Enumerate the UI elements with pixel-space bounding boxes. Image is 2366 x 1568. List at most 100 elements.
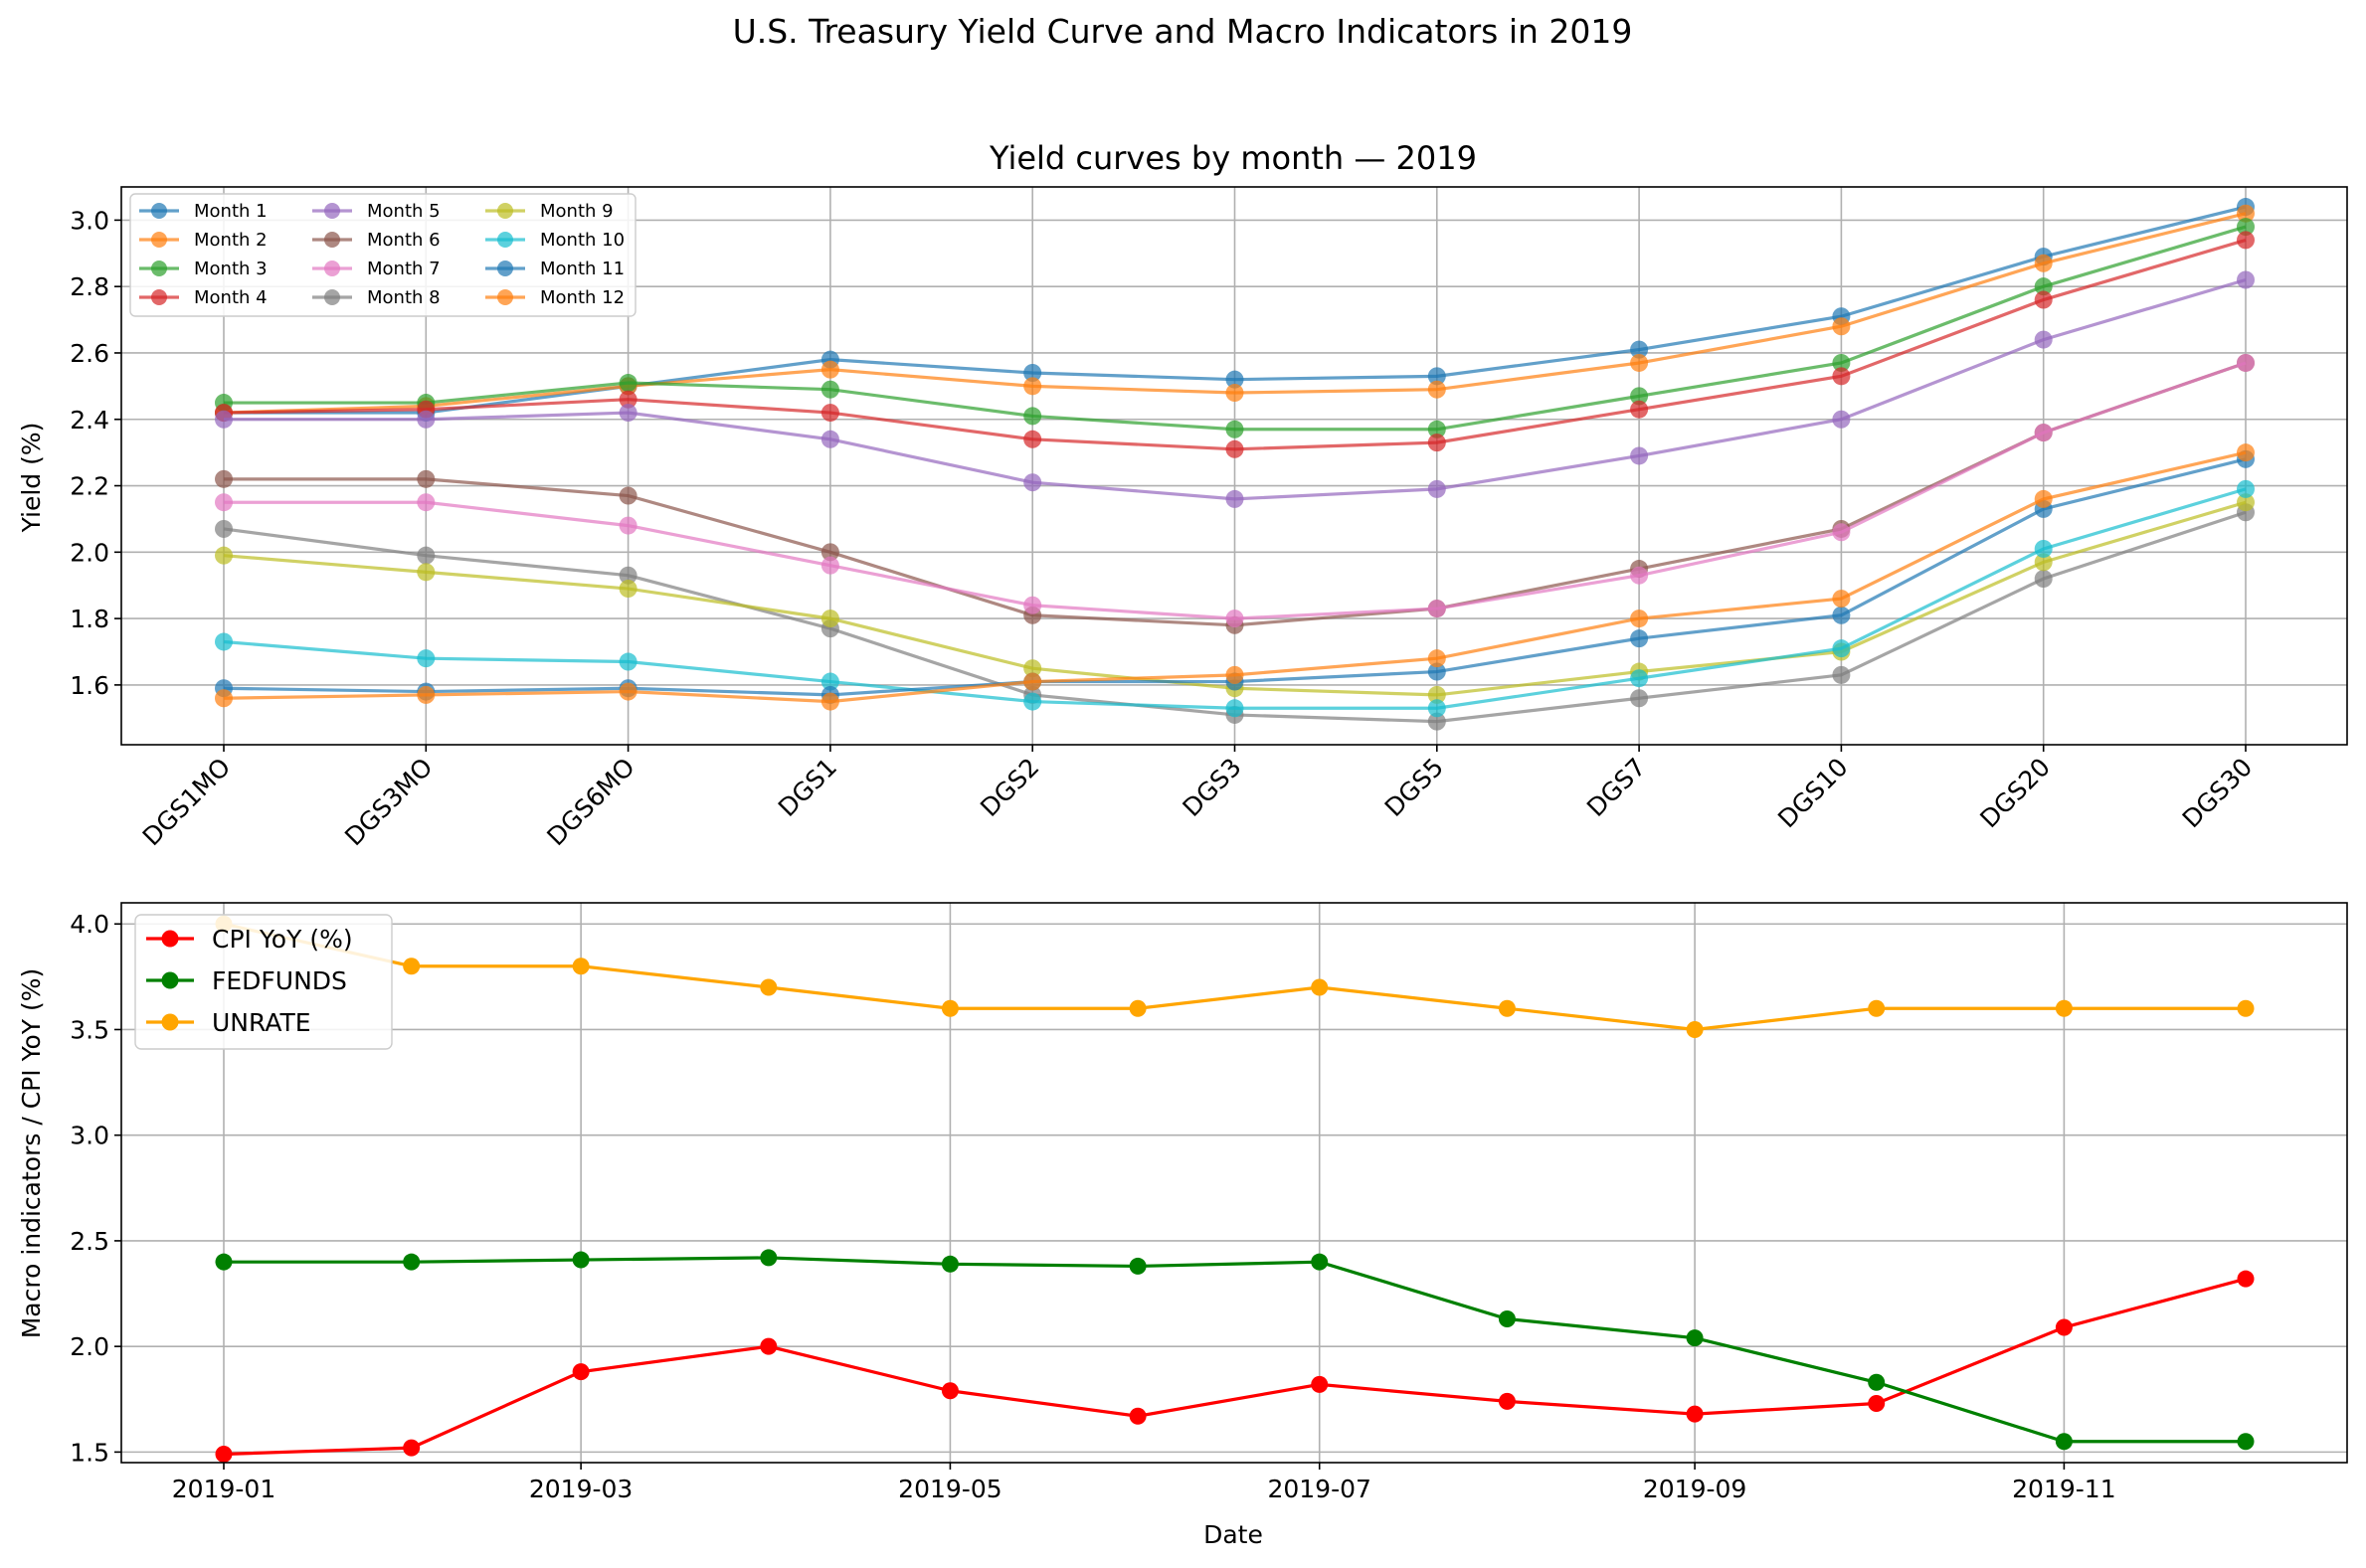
data-point: [1023, 377, 1042, 396]
legend-label: Month 10: [540, 230, 625, 251]
macro-panel: Macro indicators / CPI YoY (%) Date 2019…: [17, 902, 2348, 1549]
legend-marker: [161, 930, 179, 948]
macro-x-axis-label: Date: [1203, 1520, 1263, 1549]
data-point: [403, 1253, 421, 1271]
data-point: [619, 516, 637, 535]
data-point: [1498, 1392, 1516, 1410]
data-point: [1427, 367, 1446, 386]
data-point: [2237, 999, 2255, 1017]
data-point: [1630, 340, 1649, 359]
data-point: [2237, 443, 2255, 462]
legend-label: Month 9: [540, 201, 614, 222]
yield-legend: Month 1 Month 2 Month 3 Month 4 Month 5 Month…: [129, 193, 637, 317]
data-point: [1427, 434, 1446, 452]
macro-x-tick-label: 2019-03: [529, 1475, 633, 1503]
data-point: [2237, 353, 2255, 372]
data-point: [1129, 1407, 1147, 1425]
macro-plot-frame: [120, 902, 2348, 1464]
macro-y-axis-label: Macro indicators / CPI YoY (%): [17, 968, 46, 1339]
data-point: [215, 410, 233, 429]
legend-item-month-2: Month 2: [139, 230, 268, 251]
data-point: [1225, 610, 1244, 628]
series-line-fedfunds: [224, 1256, 2246, 1444]
data-point: [2034, 277, 2053, 296]
legend-item-fedfunds: FEDFUNDS: [146, 966, 347, 995]
macro-grid: [121, 903, 2347, 1463]
series-unrate: [215, 915, 2255, 1038]
yield-x-tick-label: DGS3MO: [339, 753, 438, 851]
legend-label: UNRATE: [212, 1008, 311, 1037]
data-point: [215, 519, 233, 538]
data-point: [1225, 439, 1244, 458]
yield-y-tick-label: 2.4: [70, 406, 109, 435]
series-month-4: [215, 231, 2255, 458]
data-point: [2237, 493, 2255, 512]
data-point: [2034, 290, 2053, 309]
legend-marker: [151, 261, 167, 276]
data-point: [1630, 353, 1649, 372]
data-point: [2237, 218, 2255, 237]
macro-series-lines: [215, 915, 2255, 1464]
data-point: [1311, 978, 1329, 996]
data-point: [1225, 384, 1244, 403]
data-point: [215, 1253, 233, 1271]
data-point: [1832, 523, 1851, 542]
data-point: [1630, 610, 1649, 628]
data-point: [403, 958, 421, 975]
data-point: [1686, 1020, 1704, 1038]
data-point: [619, 566, 637, 585]
yield-x-tick-label: DGS1MO: [137, 753, 236, 851]
data-point: [1225, 370, 1244, 389]
data-point: [760, 1249, 778, 1267]
yield-y-tick-label: 1.6: [70, 671, 109, 700]
data-point: [1868, 1373, 1886, 1391]
legend-item-month-6: Month 6: [312, 230, 441, 251]
data-point: [941, 1382, 959, 1400]
yield-legend-frame: [129, 193, 637, 317]
data-point: [820, 610, 839, 628]
data-point: [417, 410, 436, 429]
legend-item-month-12: Month 12: [485, 287, 625, 308]
data-point: [1630, 400, 1649, 419]
yield-x-tick-label: DGS1: [773, 753, 842, 822]
series-month-5: [215, 270, 2255, 508]
legend-marker: [324, 232, 340, 248]
data-point: [820, 380, 839, 399]
macro-legend-frame: [134, 914, 393, 1050]
data-point: [1427, 600, 1446, 618]
legend-item-month-11: Month 11: [485, 259, 625, 279]
legend-label: Month 12: [540, 287, 625, 308]
data-point: [1427, 420, 1446, 438]
data-point: [1427, 699, 1446, 718]
legend-label: CPI YoY (%): [212, 925, 353, 954]
macro-y-tick-label: 3.0: [70, 1122, 109, 1150]
legend-label: FEDFUNDS: [212, 966, 347, 995]
data-point: [1630, 669, 1649, 688]
figure-suptitle: U.S. Treasury Yield Curve and Macro Indi…: [733, 12, 1633, 51]
data-point: [1630, 689, 1649, 708]
data-point: [1129, 1257, 1147, 1275]
yield-x-tick-label: DGS5: [1379, 753, 1449, 822]
data-point: [619, 580, 637, 599]
data-point: [941, 999, 959, 1017]
data-point: [2055, 999, 2073, 1017]
data-point: [820, 360, 839, 379]
legend-label: Month 4: [194, 287, 268, 308]
yield-plot-frame: [120, 186, 2348, 746]
data-point: [572, 1251, 590, 1269]
data-point: [1832, 367, 1851, 386]
data-point: [1868, 1395, 1886, 1413]
yield-y-tick-label: 3.0: [70, 206, 109, 235]
data-point: [619, 390, 637, 409]
data-point: [215, 1446, 233, 1464]
data-point: [1311, 1375, 1329, 1393]
data-point: [1868, 999, 1886, 1017]
data-point: [820, 404, 839, 423]
data-point: [1498, 999, 1516, 1017]
data-point: [417, 469, 436, 488]
data-point: [417, 685, 436, 704]
data-point: [820, 692, 839, 711]
data-point: [417, 563, 436, 582]
data-point: [760, 1337, 778, 1355]
legend-label: Month 6: [367, 230, 441, 251]
